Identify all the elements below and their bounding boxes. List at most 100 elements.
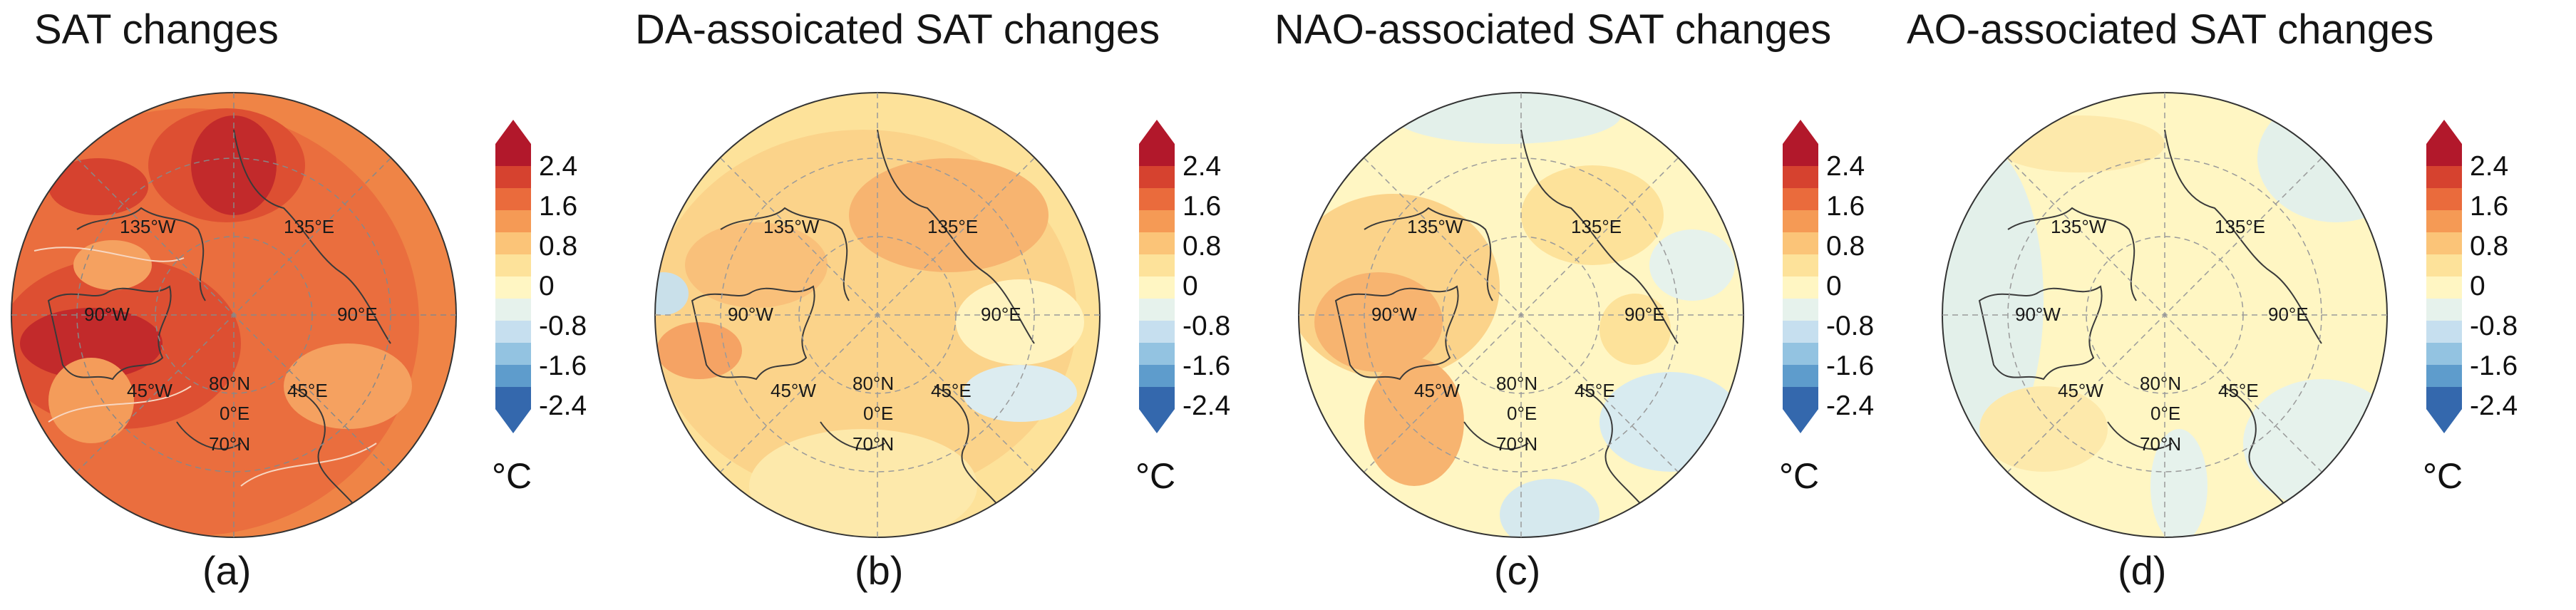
colorbar-step [495,254,531,277]
colorbar-step [2426,321,2462,343]
lon-0e-label: 0°E [863,403,893,424]
panel-b: DA-assoicated SAT changes [635,0,1287,610]
colorbar-step [1783,188,1818,211]
lat-80n-label: 80°N [209,373,250,394]
lon-90w-label: 90°W [728,304,773,325]
colorbar: 2.4 1.6 0.8 0 -0.8 -1.6 -2.4 °C [2423,120,2544,505]
lat-80n-label: 80°N [1496,373,1537,394]
colorbar-step [2426,144,2462,167]
lon-45w-label: 45°W [771,380,816,401]
lon-45w-label: 45°W [127,380,172,401]
lon-90w-label: 90°W [2015,304,2061,325]
colorbar-tick: -2.4 [539,391,587,421]
lon-45e-label: 45°E [287,380,328,401]
colorbar-tick: 0.8 [539,231,578,262]
colorbar-step [495,210,531,233]
colorbar-bottom-arrow [2426,409,2462,433]
colorbar-step [495,365,531,388]
lat-70n-label: 70°N [2140,433,2181,455]
colorbar-step [495,232,531,255]
colorbar-step [1783,210,1818,233]
colorbar-step [1139,254,1175,277]
colorbar-step [1139,232,1175,255]
panel-c: NAO-associated SAT changes [1274,0,1931,610]
colorbar-tick: -2.4 [2470,391,2518,421]
lon-135w-label: 135°W [763,216,820,237]
colorbar-step [1139,299,1175,321]
colorbar-step [495,387,531,410]
colorbar-tick: 0 [1183,271,1198,301]
polar-map: 135°W 135°E 90°W 90°E 45°W 45°E 80°N 0°E… [1942,92,2388,538]
colorbar-step [495,188,531,211]
colorbar-top-arrow [1139,120,1175,144]
colorbar-step [2426,276,2462,299]
colorbar-tick: 0 [2470,271,2485,301]
colorbar-step [1783,387,1818,410]
colorbar-tick: -0.8 [1826,311,1875,341]
lon-90e-label: 90°E [1624,304,1665,325]
colorbar: 2.4 1.6 0.8 0 -0.8 -1.6 -2.4 °C [1135,120,1257,505]
polar-map: 135°W 135°E 90°W 90°E 45°W 45°E 80°N 0°E… [11,92,457,538]
colorbar-step [1783,144,1818,167]
lon-45w-label: 45°W [1414,380,1460,401]
polar-map: 135°W 135°E 90°W 90°E 45°W 45°E 80°N 0°E… [654,92,1101,538]
lon-45w-label: 45°W [2058,380,2103,401]
colorbar-step [2426,210,2462,233]
colorbar-unit: °C [1779,456,1820,496]
polar-map: 135°W 135°E 90°W 90°E 45°W 45°E 80°N 0°E… [1298,92,1744,538]
colorbar-tick: -2.4 [1826,391,1875,421]
colorbar-step [1139,343,1175,366]
colorbar-steps [1139,144,1175,410]
lon-135w-label: 135°W [2051,216,2107,237]
colorbar-tick: 0 [1826,271,1842,301]
colorbar-step [1783,254,1818,277]
colorbar-step [2426,387,2462,410]
lon-90e-label: 90°E [981,304,1021,325]
colorbar-step [1783,276,1818,299]
colorbar-tick: 0.8 [1183,231,1222,262]
colorbar-step [495,276,531,299]
colorbar-step [1139,387,1175,410]
colorbar-step [1139,365,1175,388]
lon-90e-label: 90°E [2268,304,2309,325]
lon-45e-label: 45°E [931,380,972,401]
colorbar-step [1139,321,1175,343]
panel-title: NAO-associated SAT changes [1274,6,1832,53]
colorbar-tick: 2.4 [1183,151,1222,182]
lon-135e-label: 135°E [1571,216,1622,237]
lon-90w-label: 90°W [84,304,130,325]
colorbar-bottom-arrow [1139,409,1175,433]
colorbar-step [1139,188,1175,211]
lon-0e-label: 0°E [1507,403,1537,424]
colorbar: 2.4 1.6 0.8 0 -0.8 -1.6 -2.4 °C [492,120,613,505]
panel-a: SAT changes [0,0,644,610]
colorbar-tick: -2.4 [1183,391,1231,421]
colorbar-tick: 0 [539,271,555,301]
colorbar-scale [495,120,531,433]
lon-90w-label: 90°W [1371,304,1417,325]
panel-caption: (b) [855,548,904,593]
colorbar-unit: °C [492,456,532,496]
colorbar-bottom-arrow [495,409,531,433]
colorbar-tick: -0.8 [539,311,587,341]
lat-70n-label: 70°N [1496,433,1537,455]
lon-0e-label: 0°E [220,403,249,424]
colorbar-step [1139,210,1175,233]
colorbar-step [1139,166,1175,189]
colorbar-step [2426,299,2462,321]
colorbar-step [2426,254,2462,277]
colorbar-step [1783,365,1818,388]
panel-caption: (a) [202,548,252,593]
colorbar-tick: 1.6 [539,191,578,222]
colorbar-bottom-arrow [1783,409,1818,433]
colorbar-tick: -0.8 [2470,311,2518,341]
colorbar-tick: 0.8 [1826,231,1865,262]
colorbar-tick: 2.4 [539,151,578,182]
colorbar-tick: -1.6 [539,351,587,381]
lon-135e-label: 135°E [927,216,978,237]
colorbar-step [1783,343,1818,366]
colorbar-step [1139,144,1175,167]
colorbar-scale [1139,120,1175,433]
colorbar-step [495,166,531,189]
colorbar-step [495,321,531,343]
